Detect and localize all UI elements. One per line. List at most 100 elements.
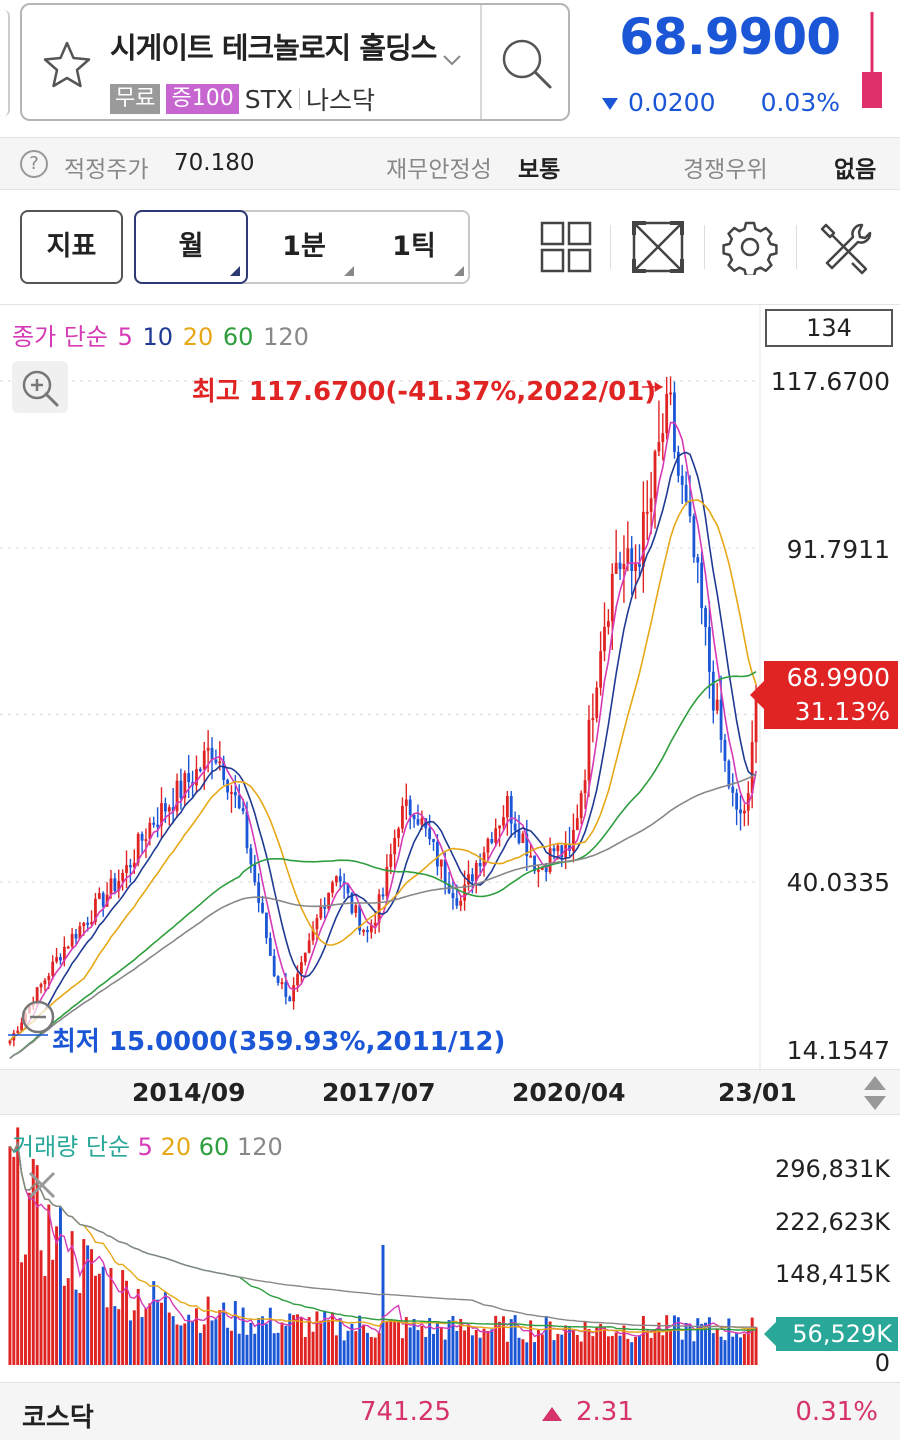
- candle-body: [451, 892, 455, 899]
- zoom-in-icon[interactable]: [12, 361, 68, 413]
- period-monthly-button[interactable]: 월: [134, 210, 248, 284]
- candle-body: [704, 608, 707, 628]
- volume-bar: [451, 1315, 455, 1365]
- candle: [502, 805, 505, 831]
- stock-selector[interactable]: 시게이트 테크놀로지 홀딩스 무료 증100 STX 나스닥: [20, 3, 570, 121]
- period-1min-button[interactable]: 1분: [248, 212, 360, 282]
- candle: [319, 898, 323, 921]
- volume-bar: [599, 1323, 603, 1365]
- volume-bar: [684, 1323, 688, 1365]
- candle-body: [307, 940, 311, 953]
- candle: [595, 681, 599, 723]
- indicator-button[interactable]: 지표: [20, 210, 123, 284]
- candle-body: [599, 651, 603, 688]
- tools-icon[interactable]: [816, 219, 872, 275]
- volume-bar: [334, 1335, 338, 1365]
- candle-count-input[interactable]: 134: [765, 309, 893, 347]
- candle: [708, 601, 711, 699]
- volume-bar: [482, 1328, 486, 1365]
- candle-body: [16, 1030, 20, 1033]
- vma20-legend: 20: [160, 1133, 192, 1161]
- volume-bar: [210, 1320, 214, 1365]
- stock-name[interactable]: 시게이트 테크놀로지 홀딩스: [110, 31, 437, 65]
- star-icon[interactable]: [38, 37, 96, 95]
- scroll-updown-icon[interactable]: [862, 1074, 888, 1112]
- volume-bar: [237, 1333, 241, 1365]
- close-icon[interactable]: [24, 1167, 60, 1203]
- volume-bar: [606, 1336, 610, 1365]
- candle: [568, 826, 571, 857]
- panel-edge-handle[interactable]: [0, 10, 10, 116]
- volume-bar: [435, 1322, 439, 1365]
- volume-bar: [152, 1281, 156, 1365]
- volume-bar: [241, 1307, 245, 1365]
- volume-bar: [323, 1310, 327, 1365]
- candle: [603, 602, 606, 662]
- toolbar-divider: [796, 225, 797, 269]
- candle: [700, 551, 704, 625]
- x-axis[interactable]: 2014/09 2017/07 2020/04 23/01: [0, 1069, 900, 1115]
- volume-bar: [381, 1244, 385, 1365]
- candle: [715, 682, 719, 715]
- candle-body: [206, 747, 210, 751]
- candle-body: [443, 859, 447, 884]
- volume-bar: [657, 1322, 661, 1365]
- candle-body: [175, 780, 179, 812]
- candle: [649, 471, 653, 535]
- candle: [692, 513, 696, 563]
- fullscreen-icon[interactable]: [630, 219, 686, 275]
- volume-bar: [264, 1323, 268, 1365]
- candle-body: [653, 451, 657, 499]
- index-ticker-bar[interactable]: 코스닥 741.25 2.31 0.31%: [0, 1382, 900, 1440]
- high-pointer-arrowhead: [654, 382, 663, 392]
- volume-bar: [424, 1336, 428, 1365]
- candle: [397, 826, 400, 847]
- candle-body: [661, 433, 665, 443]
- change-value: 0.0200: [628, 88, 716, 117]
- volume-bar: [711, 1333, 715, 1365]
- search-icon[interactable]: [492, 31, 562, 95]
- free-badge: 무료: [110, 84, 161, 114]
- candle: [59, 953, 62, 965]
- candle-body: [171, 807, 175, 812]
- chevron-down-icon[interactable]: [442, 53, 462, 67]
- toolbar-divider: [610, 225, 611, 269]
- volume-bar: [206, 1296, 210, 1365]
- candle-body: [509, 796, 513, 824]
- candle-body: [618, 562, 622, 570]
- candle: [404, 783, 408, 820]
- gear-icon[interactable]: [722, 219, 778, 275]
- help-icon[interactable]: ?: [20, 150, 48, 178]
- zoom-out-icon[interactable]: [20, 999, 56, 1035]
- chart-toolbar: 지표 월 1분 1틱: [0, 191, 900, 303]
- volume-bar: [700, 1323, 704, 1365]
- volume-bar: [55, 1226, 59, 1365]
- price-chart[interactable]: [0, 305, 900, 1381]
- candle: [474, 860, 478, 894]
- index-name: 코스닥: [22, 1403, 94, 1433]
- volume-bar: [579, 1341, 583, 1365]
- volume-bar: [412, 1318, 416, 1365]
- volume-bar: [439, 1326, 443, 1365]
- volume-bar: [268, 1307, 272, 1365]
- candle-body: [700, 562, 704, 609]
- grid-layout-icon[interactable]: [538, 219, 594, 275]
- volume-bar: [8, 1146, 12, 1365]
- candle-body: [276, 976, 280, 983]
- candle-body: [163, 803, 167, 812]
- chart-area[interactable]: 종가 단순 5 10 20 60 120 134 최고 117.6700(-41…: [0, 304, 900, 1380]
- candle-body: [533, 855, 536, 872]
- candle: [66, 945, 70, 949]
- volume-bar: [676, 1317, 680, 1365]
- volume-bar: [533, 1342, 537, 1365]
- volume-bar: [39, 1250, 43, 1365]
- volume-legend[interactable]: 거래량 단순 5 20 60 120: [12, 1127, 283, 1162]
- period-1tick-button[interactable]: 1틱: [358, 212, 470, 282]
- ma-legend[interactable]: 종가 단순 5 10 20 60 120: [12, 317, 311, 352]
- candle-body: [657, 442, 661, 452]
- candle: [334, 875, 338, 887]
- candle: [494, 818, 498, 848]
- candle: [665, 376, 669, 440]
- volume-bar: [27, 1192, 31, 1365]
- candle: [579, 790, 583, 825]
